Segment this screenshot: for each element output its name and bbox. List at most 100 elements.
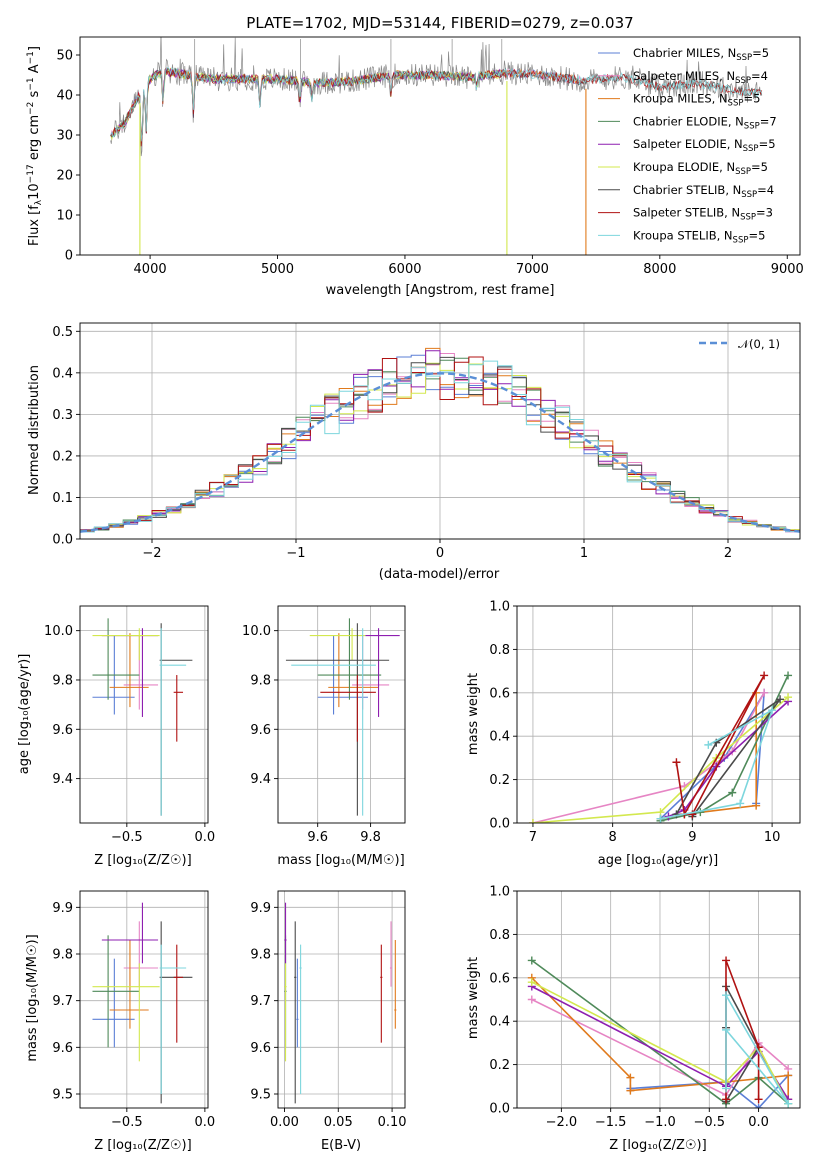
y-tick-label: 9.5 <box>250 1088 271 1103</box>
residual-panel: −2 −1 0 1 2 0.0 0.1 0.2 0.3 0.4 0.5 𝒩(0, 1) (data-m… <box>27 322 801 582</box>
x-tick-label: 9.8 <box>360 830 381 845</box>
age-vs-mass-plot-area: 9.6 9.8 9.4 9.6 9.8 10.0 <box>242 605 406 845</box>
x-tick-label: 6000 <box>388 262 421 277</box>
weight-vs-metallicity-plot-area: −2.0 −1.5 −1.0 −0.5 0.0 0.0 0.2 0.4 0.6 0.8 1.0 <box>489 885 801 1130</box>
weight-point <box>760 688 769 697</box>
weight-line <box>532 696 789 823</box>
y-tick-label: 0.1 <box>52 491 73 506</box>
mass-vs-ebv-panel: 0.00 0.05 0.10 9.5 9.6 9.7 9.8 9.9 E(B-V) <box>250 890 407 1153</box>
weight-point <box>722 1025 731 1034</box>
x-tick-label: −1.0 <box>644 1115 676 1130</box>
y-tick-label: 30 <box>56 129 73 144</box>
y-tick-label: 9.6 <box>52 723 73 738</box>
legend-entry: Chabrier ELODIE, NSSP=7 <box>633 114 777 131</box>
x-tick-label: 9 <box>688 830 696 845</box>
weight-point <box>722 1095 731 1104</box>
weight-vs-age-panel: 7 8 9 10 0.0 0.2 0.4 0.6 0.8 1.0 age [log₁₀(age/y… <box>466 600 801 868</box>
y-tick-label: 40 <box>56 89 73 104</box>
weight-point <box>704 740 713 749</box>
mass-vs-metallicity-plot-area: −0.5 0.0 9.5 9.6 9.7 9.8 9.9 <box>52 890 215 1130</box>
residual-x-label: (data-model)/error <box>379 567 500 582</box>
spectrum-panel: PLATE=1702, MJD=53144, FIBERID=0279, z=0… <box>26 14 804 298</box>
legend-entry: Salpeter ELODIE, NSSP=5 <box>633 137 776 154</box>
y-tick-label: 9.6 <box>52 1041 73 1056</box>
y-tick-label: 0.4 <box>489 730 510 745</box>
axes-frame <box>79 605 209 824</box>
weight-line <box>725 992 789 1105</box>
weight-line <box>675 698 781 817</box>
weight-point <box>754 1095 763 1104</box>
mass-vs-metallicity-x-label: Z [log₁₀(Z/Z☉)] <box>94 1138 191 1153</box>
y-tick-label: 0.4 <box>489 1015 510 1030</box>
weight-line <box>659 692 765 820</box>
y-tick-label: 0.0 <box>489 1102 510 1117</box>
model-spectrum-line <box>110 67 763 142</box>
legend-entry: Kroupa STELIB, NSSP=5 <box>633 228 765 245</box>
x-tick-label: 2 <box>724 546 732 561</box>
axes-frame <box>277 605 406 824</box>
x-tick-label: 0.05 <box>324 1115 353 1130</box>
weight-point <box>776 695 785 704</box>
y-tick-label: 0.6 <box>489 971 510 986</box>
weight-point <box>528 819 537 823</box>
y-tick-label: 50 <box>56 49 73 64</box>
weight-line <box>531 981 789 1105</box>
plot-content <box>285 618 400 816</box>
mass-vs-ebv-x-label: E(B-V) <box>321 1138 361 1153</box>
y-tick-label: 9.8 <box>52 673 73 688</box>
mass-vs-metallicity-y-label: mass [log₁₀(M/M☉)] <box>25 934 40 1061</box>
y-tick-label: 0.2 <box>489 1058 510 1073</box>
spectrum-x-label: wavelength [Angstrom, rest frame] <box>326 283 555 298</box>
weight-point <box>527 978 536 987</box>
weight-line <box>532 692 765 823</box>
weight-vs-age-x-label: age [log₁₀(age/yr)] <box>598 853 719 868</box>
axes-frame <box>277 890 406 1109</box>
legend-entry: Salpeter STELIB, NSSP=3 <box>633 206 773 223</box>
x-tick-label: −2 <box>142 546 161 561</box>
x-tick-label: −1.5 <box>595 1115 627 1130</box>
x-tick-label: 0.0 <box>195 830 216 845</box>
y-tick-label: 0.4 <box>52 366 73 381</box>
x-tick-label: −2.0 <box>546 1115 578 1130</box>
y-tick-label: 9.8 <box>250 673 271 688</box>
gaussian-curve <box>80 372 800 533</box>
weight-point <box>688 810 697 819</box>
x-tick-label: 5000 <box>261 262 294 277</box>
x-tick-label: 4000 <box>134 262 167 277</box>
y-tick-label: 0 <box>65 249 73 264</box>
axes-frame <box>516 890 801 1109</box>
weight-point <box>656 814 665 823</box>
y-tick-label: 10.0 <box>242 624 271 639</box>
residual-y-label: Normed distribution <box>27 365 42 495</box>
x-tick-label: 9000 <box>771 262 804 277</box>
weight-point <box>728 788 737 797</box>
residual-histogram <box>80 362 800 531</box>
y-tick-label: 9.7 <box>250 994 271 1009</box>
weight-point <box>527 995 536 1004</box>
weight-point <box>760 671 769 680</box>
x-tick-label: 0.10 <box>378 1115 407 1130</box>
mass-vs-ebv-plot-area: 0.00 0.05 0.10 9.5 9.6 9.7 9.8 9.9 <box>250 890 407 1130</box>
y-tick-label: 9.6 <box>250 723 271 738</box>
x-tick-label: 7000 <box>516 262 549 277</box>
y-tick-label: 9.8 <box>52 948 73 963</box>
weight-point <box>784 693 793 702</box>
y-tick-label: 1.0 <box>489 600 510 615</box>
age-vs-metallicity-plot-area: −0.5 0.0 9.4 9.6 9.8 10.0 <box>44 605 216 845</box>
spectrum-y-label: Flux [fλ10−17 erg cm−2 s−1 A−1] <box>26 46 44 246</box>
axes-frame <box>516 605 801 824</box>
x-tick-label: −0.5 <box>111 830 143 845</box>
weight-point <box>672 810 681 819</box>
weight-point <box>527 956 536 965</box>
y-tick-label: 1.0 <box>489 885 510 900</box>
residual-histogram <box>80 356 800 532</box>
axes-frame <box>79 36 801 256</box>
x-tick-label: 10 <box>764 830 781 845</box>
weight-vs-metallicity-y-label: mass weight <box>466 957 481 1039</box>
weight-point <box>754 1104 763 1108</box>
plot-content <box>284 902 397 1104</box>
weight-point <box>752 801 761 810</box>
weight-line <box>660 708 774 820</box>
y-tick-label: 0.2 <box>489 773 510 788</box>
